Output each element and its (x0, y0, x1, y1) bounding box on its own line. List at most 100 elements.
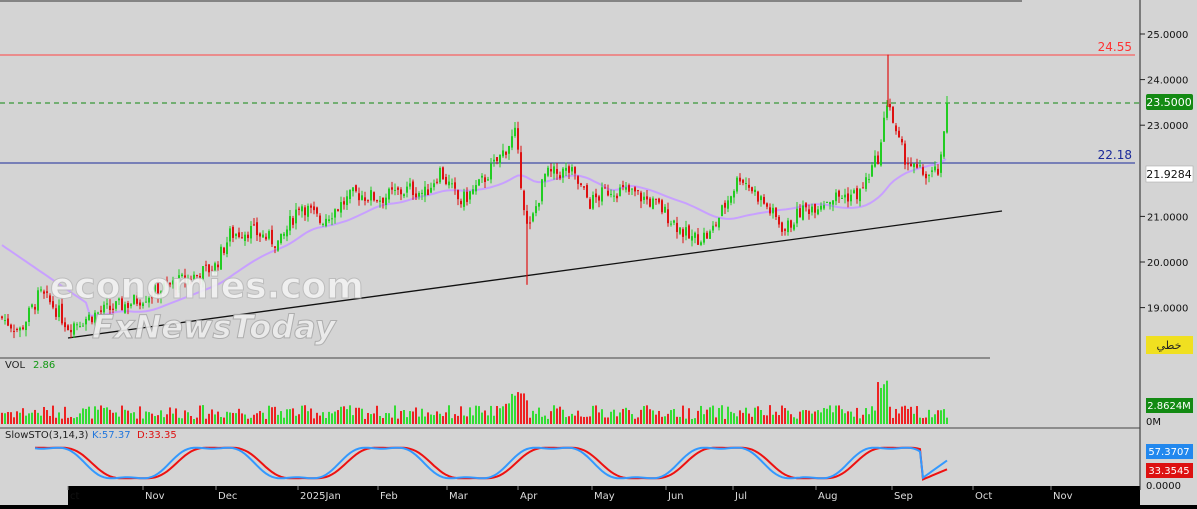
candle-body (658, 198, 660, 203)
candle-body (22, 327, 24, 330)
volume-bar (442, 416, 444, 424)
volume-bar (940, 410, 942, 424)
x-axis-label: Nov (1053, 491, 1073, 502)
volume-bar (715, 417, 717, 424)
volume-bar (592, 405, 594, 424)
volume-badge (1146, 398, 1193, 413)
volume-bar (10, 412, 12, 424)
volume-bar (508, 403, 510, 424)
volume-bar (775, 411, 777, 424)
volume-bar (721, 405, 723, 424)
candle-body (739, 177, 741, 182)
candle-body (652, 198, 654, 209)
candle-body (46, 291, 48, 293)
candle-body (391, 187, 393, 190)
candle-body (667, 209, 669, 224)
ascending-trendline[interactable] (67, 210, 1003, 339)
stoch-title: SlowSTO(3,14,3) (5, 430, 88, 441)
volume-bar (319, 415, 321, 424)
candle-body (484, 177, 486, 182)
volume-bar (535, 413, 537, 424)
x-axis-label: Nov (145, 491, 165, 502)
volume-bar (496, 406, 498, 424)
volume-bar (703, 414, 705, 424)
candle-body (229, 228, 231, 242)
y-tick-label: 20.0000 (1147, 258, 1188, 269)
volume-bar (898, 413, 900, 424)
volume-bar (376, 405, 378, 424)
volume-bar (238, 408, 240, 424)
volume-bar (286, 409, 288, 424)
volume-bar (913, 413, 915, 424)
volume-bar (454, 414, 456, 424)
volume-bar (217, 411, 219, 424)
candle-body (670, 223, 672, 225)
candle-body (832, 200, 834, 205)
candle-body (106, 303, 108, 305)
candle-body (586, 185, 588, 198)
candle-body (793, 224, 795, 230)
volume-bar (676, 416, 678, 424)
x-axis-label: Aug (818, 491, 838, 502)
candle-body (796, 208, 798, 224)
volume-bar (868, 414, 870, 424)
mode-button-label[interactable]: خطي (1157, 339, 1182, 352)
candle-body (289, 216, 291, 231)
candle-body (613, 195, 615, 197)
volume-bar (19, 412, 21, 424)
volume-bar (292, 408, 294, 424)
volume-bar (322, 412, 324, 424)
candle-body (517, 128, 519, 150)
candle-body (73, 323, 75, 335)
candle-body (115, 301, 117, 309)
volume-bar (700, 405, 702, 424)
last-price-badge-text: 23.5000 (1146, 96, 1192, 109)
volume-bar (652, 410, 654, 424)
candle-body (550, 169, 552, 172)
candle-body (100, 310, 102, 312)
volume-bar (583, 416, 585, 424)
candle-body (574, 167, 576, 174)
candle-body (862, 187, 864, 189)
candle-body (25, 321, 27, 331)
volume-bar (658, 410, 660, 424)
candle-body (544, 173, 546, 182)
candle-body (82, 325, 84, 327)
candle-body (742, 179, 744, 183)
volume-bar (565, 417, 567, 424)
candle-body (706, 232, 708, 239)
volume-bar (502, 406, 504, 424)
candle-body (385, 197, 387, 206)
candle-body (406, 186, 408, 193)
volume-bar (709, 407, 711, 424)
candle-body (640, 192, 642, 202)
volume-bar (844, 413, 846, 424)
mode-button[interactable] (1146, 336, 1193, 354)
volume-bar (214, 414, 216, 424)
candle-body (355, 185, 357, 192)
volume-bar (610, 411, 612, 424)
volume-bar (328, 411, 330, 424)
volume-bar (622, 408, 624, 424)
candle-body (883, 117, 885, 142)
candle-body (61, 303, 63, 324)
volume-bar (316, 412, 318, 424)
candle-body (337, 209, 339, 211)
x-axis-label: Oct (975, 491, 992, 502)
volume-bar (532, 410, 534, 424)
volume-bar (202, 405, 204, 424)
candle-body (442, 167, 444, 180)
candle-body (712, 225, 714, 231)
candle-body (727, 200, 729, 209)
volume-bar (880, 387, 882, 424)
volume-bar (181, 418, 183, 424)
candle-body (859, 189, 861, 202)
candle-body (280, 233, 282, 244)
volume-bar (100, 405, 102, 424)
candle-body (166, 280, 168, 284)
volume-bar (706, 409, 708, 424)
volume-bar (274, 406, 276, 424)
candle-body (478, 179, 480, 186)
volume-bar (295, 415, 297, 424)
